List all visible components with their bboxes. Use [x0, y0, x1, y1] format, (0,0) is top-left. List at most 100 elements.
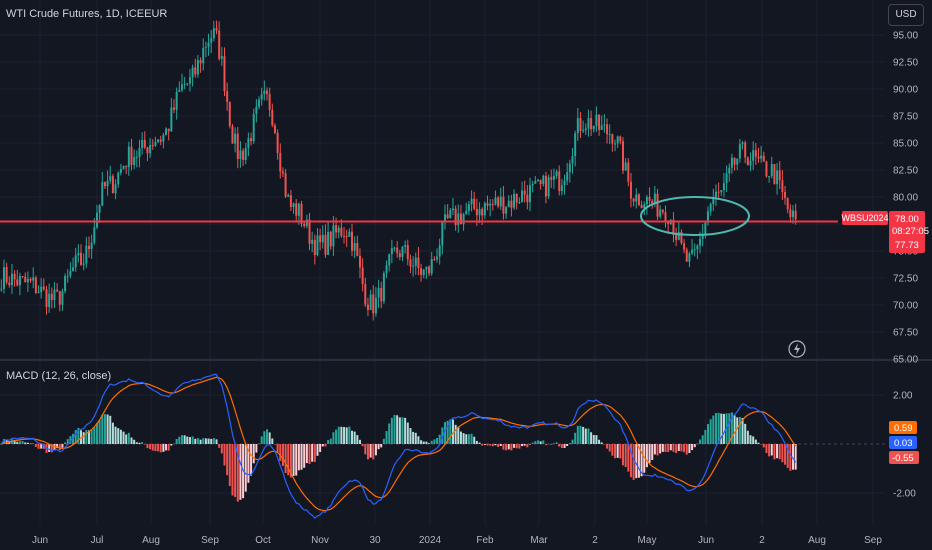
- macd-histogram-bar: [308, 444, 311, 464]
- candle-body: [223, 56, 226, 92]
- candle-body: [781, 180, 784, 193]
- candle-body: [61, 291, 64, 305]
- candle-body: [651, 200, 654, 205]
- macd-histogram-bar: [220, 444, 223, 454]
- macd-histogram-bar: [531, 442, 534, 444]
- macd-histogram-bar: [499, 444, 502, 446]
- macd-histogram-bar: [494, 444, 497, 446]
- line-price-text: 77.73: [895, 240, 919, 251]
- candle-body: [313, 239, 316, 256]
- candle-body: [271, 109, 274, 126]
- macd-histogram-bar: [635, 444, 638, 479]
- macd-histogram-bar: [24, 442, 27, 444]
- symbol-tag-text: WBSU2024: [841, 213, 888, 223]
- candle-body: [289, 195, 292, 207]
- candle-body: [502, 196, 505, 214]
- candle-body: [348, 231, 351, 237]
- currency-button[interactable]: USD: [888, 4, 924, 26]
- candle-body: [621, 141, 624, 171]
- price-tick-label: 95.00: [893, 31, 918, 42]
- macd-histogram-bar: [409, 428, 412, 444]
- candle-body: [361, 267, 364, 284]
- macd-histogram-bar: [627, 444, 630, 472]
- price-axis[interactable]: 95.0092.5090.0087.5085.0082.5080.0077.50…: [893, 31, 918, 366]
- candle-body: [792, 210, 795, 218]
- macd-histogram-bar: [481, 444, 484, 446]
- macd-histogram-bar: [526, 444, 529, 448]
- time-axis[interactable]: Jun Jul Aug Sep Oct Nov 30 2024 Feb Mar 2 May Jun 2 Au…: [32, 535, 882, 546]
- macd-histogram-bar: [475, 440, 478, 444]
- candle-body: [149, 144, 152, 154]
- macd-histogram-bar: [321, 444, 324, 447]
- macd-histogram-bar: [361, 444, 364, 447]
- macd-histogram-bar: [186, 436, 189, 444]
- candle-body: [167, 128, 170, 132]
- candle-body: [640, 204, 643, 208]
- highlight-ellipse[interactable]: [640, 196, 750, 236]
- macd-histogram-bar: [749, 435, 752, 444]
- macd-histogram-bar: [661, 444, 664, 452]
- candle-body: [258, 99, 261, 107]
- macd-histogram-bar: [287, 444, 290, 476]
- macd-histogram-bar: [667, 444, 670, 453]
- macd-histogram-bar: [396, 415, 399, 444]
- macd-histogram-bar: [422, 441, 425, 444]
- macd-histogram-bar: [696, 443, 699, 445]
- candle-body: [507, 200, 510, 208]
- macd-histogram-bar: [353, 431, 356, 444]
- candle-body: [32, 277, 35, 281]
- macd-histogram-bar: [101, 414, 104, 444]
- candle-body: [2, 267, 5, 289]
- candle-body: [226, 91, 229, 102]
- macd-histogram-bar: [117, 428, 120, 444]
- candle-body: [202, 47, 205, 64]
- macd-histogram-bar: [645, 444, 648, 468]
- candle-body: [701, 234, 704, 239]
- macd-histogram-bar: [327, 440, 330, 444]
- macd-histogram-bar: [606, 444, 609, 449]
- macd-histogram-bar: [425, 441, 428, 444]
- candle-body: [436, 256, 439, 260]
- candle-body: [664, 212, 667, 221]
- candle-body: [645, 196, 648, 205]
- macd-histogram-bar: [640, 444, 643, 477]
- macd-histogram-bar: [489, 444, 492, 446]
- candle-body: [494, 197, 497, 205]
- candle-body: [536, 180, 539, 182]
- candle-body: [300, 203, 303, 224]
- price-tick-label: 85.00: [893, 139, 918, 150]
- macd-histogram-bar: [265, 429, 268, 444]
- candle-body: [539, 180, 542, 185]
- candle-body: [518, 202, 521, 204]
- candle-body: [26, 279, 29, 283]
- macd-histogram-bar: [364, 444, 367, 455]
- candle-body: [590, 118, 593, 130]
- countdown-text: 08:27:05: [892, 226, 929, 237]
- candle-body: [552, 175, 555, 180]
- macd-histogram-bar: [80, 430, 83, 444]
- macd-histogram-bar: [544, 444, 547, 446]
- candle-body: [40, 286, 43, 293]
- candle-body: [141, 140, 144, 149]
- macd-axis[interactable]: 2.00 -2.00: [893, 391, 916, 500]
- macd-histogram-bar: [130, 437, 133, 444]
- macd-histogram-bar: [465, 434, 468, 444]
- flash-button[interactable]: [788, 340, 806, 358]
- macd-histogram-bar: [656, 444, 659, 456]
- candle-body: [117, 172, 120, 185]
- macd-histogram-bar: [188, 437, 191, 444]
- macd-histogram-bar: [351, 430, 354, 444]
- macd-histogram-bar: [385, 431, 388, 444]
- candle-body: [90, 242, 93, 250]
- candle-body: [584, 128, 587, 131]
- candle-body: [547, 177, 550, 197]
- macd-histogram-bar: [345, 427, 348, 444]
- macd-histogram-bar: [252, 444, 255, 464]
- macd-histogram-bar: [377, 444, 380, 450]
- macd-histogram-bar: [37, 444, 40, 449]
- macd-histogram-bar: [2, 438, 5, 444]
- macd-histogram-bar: [226, 444, 229, 476]
- macd-histogram-bar: [313, 444, 316, 463]
- time-tick-label: Jun: [698, 535, 714, 546]
